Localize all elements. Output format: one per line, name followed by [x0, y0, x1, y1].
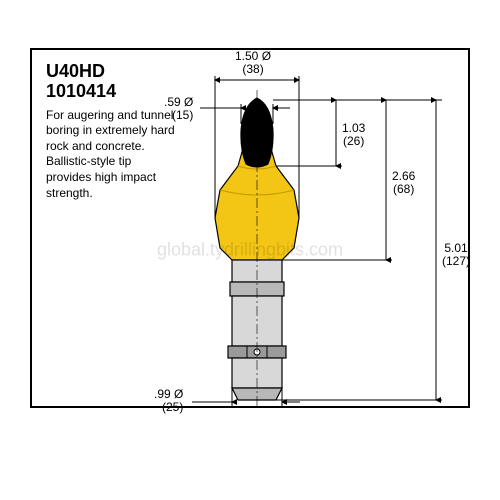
dim-value: .59 Ø: [164, 95, 193, 109]
dim-tip-dia: .59 Ø (15): [164, 96, 193, 122]
dim-value-mm: (68): [393, 182, 414, 196]
dim-head-height: 2.66 (68): [392, 170, 415, 196]
dim-value: 1.03: [342, 121, 365, 135]
dim-overall: 5.01 (127): [442, 242, 470, 268]
dim-value: .99 Ø: [154, 387, 183, 401]
dim-value: 2.66: [392, 169, 415, 183]
dim-value: 1.50 Ø: [235, 49, 271, 63]
dim-value-mm: (25): [162, 400, 183, 414]
dim-value-mm: (15): [172, 108, 193, 122]
dim-tip-height: 1.03 (26): [342, 122, 365, 148]
technical-drawing: [32, 50, 468, 406]
dim-value-mm: (38): [242, 62, 263, 76]
dim-value: 5.01: [444, 241, 467, 255]
dim-head-dia: 1.50 Ø (38): [235, 50, 271, 76]
dim-value-mm: (26): [343, 134, 364, 148]
dim-shank-dia: .99 Ø (25): [154, 388, 183, 414]
drawing-frame: U40HD 1010414 For augering and tunnel bo…: [30, 48, 470, 408]
dim-value-mm: (127): [442, 254, 470, 268]
